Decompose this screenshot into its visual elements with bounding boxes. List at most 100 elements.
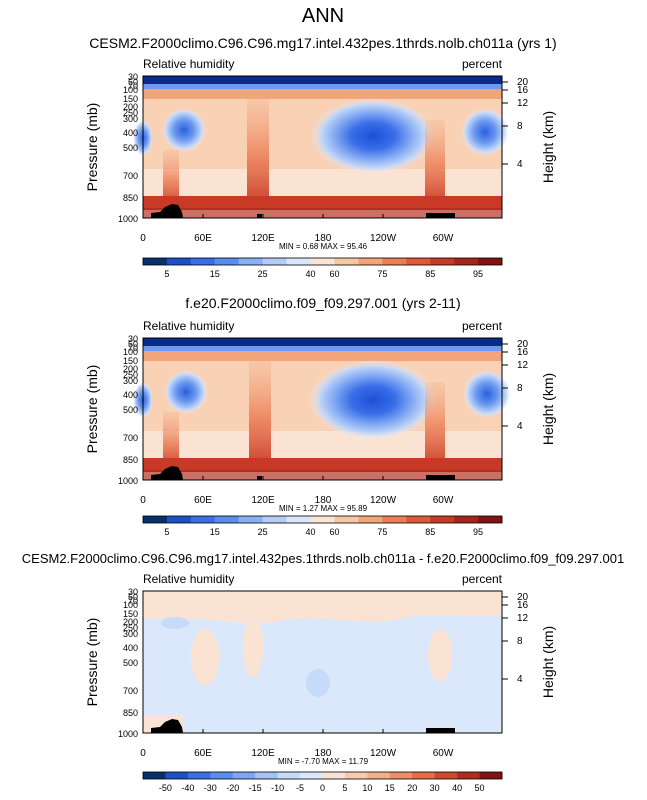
- panel-2-surface-layer: [143, 470, 502, 480]
- panel-2-moist-column-2: [249, 360, 271, 470]
- colorbar-swatch: [286, 258, 311, 265]
- panel-3-positive-patch-2: [243, 617, 263, 677]
- panel-2-title: f.e20.F2000climo.f09_f09.297.001 (yrs 2-…: [185, 295, 460, 311]
- colorbar-swatch: [214, 516, 240, 523]
- y-tick-label: 1000: [118, 476, 138, 486]
- colorbar-swatch: [190, 258, 216, 265]
- height-tick-label: 4: [517, 674, 523, 685]
- x-tick-label: 120W: [370, 495, 397, 506]
- panel-2-y-ticks: 30 50 70 100 150 200 250 300 400 500 700…: [118, 334, 138, 486]
- panel-2-colorbar: 5 15 25 40 60 75 85 95: [142, 515, 503, 537]
- panel-1-upper-moist: [143, 89, 502, 99]
- height-tick-label: 8: [517, 383, 523, 394]
- panel-3-negative-patch: [306, 669, 330, 697]
- colorbar-label: 15: [210, 269, 220, 279]
- colorbar-label: -30: [204, 783, 217, 793]
- panel-2-dry-zone-large: [309, 360, 437, 440]
- y-tick-label: 200: [123, 364, 138, 374]
- y-tick-label: 700: [123, 171, 138, 181]
- y-tick-label: 70: [128, 343, 138, 353]
- colorbar-swatch: [406, 516, 431, 523]
- colorbar-swatch: [412, 772, 435, 779]
- colorbar-label: -50: [159, 783, 172, 793]
- panel-3-topography-andes: [426, 728, 455, 733]
- height-tick-label: 12: [517, 613, 529, 624]
- panel-1-stats: MIN = 0.68 MAX = 95.46: [279, 242, 368, 251]
- colorbar-label: -10: [271, 783, 284, 793]
- colorbar-swatch: [143, 772, 166, 779]
- colorbar-swatch: [367, 772, 391, 779]
- colorbar-swatch: [300, 772, 323, 779]
- colorbar-swatch: [143, 258, 168, 265]
- panel-1-left-label: Relative humidity: [143, 57, 234, 71]
- y-tick-label: 500: [123, 143, 138, 153]
- colorbar-label: 40: [306, 527, 316, 537]
- y-tick-label: 70: [128, 596, 138, 606]
- panel-1-topography-small: [257, 214, 262, 218]
- y-tick-label: 150: [123, 94, 138, 104]
- panel-2-ylabel-right: Height (km): [540, 373, 556, 445]
- y-tick-label: 300: [123, 629, 138, 639]
- height-tick-marks: [502, 343, 508, 427]
- panel-1-boundary-layer: [143, 196, 502, 210]
- colorbar-swatch: [277, 772, 301, 779]
- panel-2-ylabel: Pressure (mb): [84, 365, 100, 454]
- colorbar-label: 60: [329, 269, 339, 279]
- x-tick-label: 120W: [370, 748, 397, 759]
- panel-3-ylabel-right: Height (km): [540, 626, 556, 698]
- y-tick-label: 50: [128, 77, 138, 87]
- colorbar-swatch: [214, 258, 240, 265]
- height-tick-label: 16: [517, 347, 529, 358]
- panel-2-topography-africa: [151, 466, 183, 480]
- colorbar-label: 75: [377, 269, 387, 279]
- colorbar-label: 85: [425, 527, 435, 537]
- panel-2-stratosphere: [143, 338, 502, 348]
- height-tick-label: 16: [517, 600, 529, 611]
- colorbar-swatch: [310, 258, 335, 265]
- x-tick-label: 0: [140, 748, 146, 759]
- colorbar-swatch: [166, 516, 192, 523]
- panel-2-left-label: Relative humidity: [143, 319, 234, 333]
- x-tick-label: 180: [315, 233, 332, 244]
- x-tick-label: 120E: [251, 233, 275, 244]
- panel-2-topography-andes: [426, 475, 455, 480]
- colorbar-label: -20: [226, 783, 239, 793]
- colorbar-swatch: [454, 258, 479, 265]
- height-tick-label: 12: [517, 360, 529, 371]
- colorbar-swatch: [322, 772, 346, 779]
- colorbar-label: 60: [329, 527, 339, 537]
- panel-1-x-ticks: 0 60E 120E 180 120W 60W: [140, 214, 454, 244]
- y-tick-label: 1000: [118, 214, 138, 224]
- panel-1-moist-column-2: [247, 98, 269, 208]
- panel-1-stratosphere-edge: [143, 84, 502, 89]
- colorbar-label: -15: [249, 783, 262, 793]
- colorbar-swatch: [262, 516, 287, 523]
- panel-3-y-ticks: 30 50 70 100 150 200 250 300 400 500 700…: [118, 587, 138, 739]
- x-tick-label: 0: [140, 495, 146, 506]
- panel-3-positive-upper: [143, 591, 502, 623]
- colorbar-label: 25: [258, 527, 268, 537]
- x-tick-label: 60W: [433, 233, 454, 244]
- panel-3-left-label: Relative humidity: [143, 572, 234, 586]
- y-tick-label: 200: [123, 102, 138, 112]
- colorbar-swatch: [430, 258, 455, 265]
- colorbar-label: 15: [210, 527, 220, 537]
- colorbar-label: 95: [473, 527, 483, 537]
- panel-2-moist-column-3: [425, 382, 445, 470]
- panel-2-right-label: percent: [462, 319, 503, 333]
- panel-1-topography-africa: [151, 204, 183, 218]
- colorbar-swatch: [334, 516, 359, 523]
- panel-1-y-ticks: 30 50 70 100 150 200 250 300 400 500 700…: [118, 72, 138, 224]
- height-tick-label: 20: [517, 77, 529, 88]
- y-tick-label: 250: [123, 623, 138, 633]
- page-title: ANN: [302, 5, 344, 27]
- colorbar-label: -5: [296, 783, 304, 793]
- x-tick-label: 180: [315, 748, 332, 759]
- colorbar-frame: [142, 257, 503, 266]
- colorbar-swatch: [262, 258, 287, 265]
- x-tick-label: 60W: [433, 495, 454, 506]
- colorbar-swatch: [210, 772, 234, 779]
- colorbar-label: -40: [181, 783, 194, 793]
- colorbar-label: 15: [385, 783, 395, 793]
- y-tick-label: 300: [123, 114, 138, 124]
